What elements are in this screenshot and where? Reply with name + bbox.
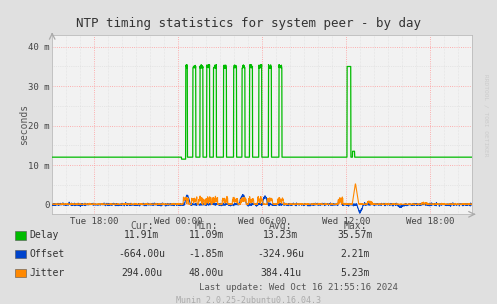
Text: Munin 2.0.25-2ubuntu0.16.04.3: Munin 2.0.25-2ubuntu0.16.04.3 xyxy=(176,296,321,304)
Text: 11.91m: 11.91m xyxy=(124,230,159,240)
Text: Avg:: Avg: xyxy=(269,222,293,231)
Text: Cur:: Cur: xyxy=(130,222,154,231)
Text: -664.00u: -664.00u xyxy=(118,249,165,259)
Text: 11.09m: 11.09m xyxy=(189,230,224,240)
Text: Delay: Delay xyxy=(30,230,59,240)
Text: RRDTOOL / TOBI OETIKER: RRDTOOL / TOBI OETIKER xyxy=(484,74,489,157)
Text: 48.00u: 48.00u xyxy=(189,268,224,278)
Text: Last update: Wed Oct 16 21:55:16 2024: Last update: Wed Oct 16 21:55:16 2024 xyxy=(199,283,398,292)
Text: -1.85m: -1.85m xyxy=(189,249,224,259)
Text: 294.00u: 294.00u xyxy=(121,268,162,278)
Text: Min:: Min: xyxy=(194,222,218,231)
Text: Offset: Offset xyxy=(30,249,65,259)
Text: Jitter: Jitter xyxy=(30,268,65,278)
Text: NTP timing statistics for system peer - by day: NTP timing statistics for system peer - … xyxy=(76,17,421,30)
Text: 5.23m: 5.23m xyxy=(340,268,370,278)
Text: 13.23m: 13.23m xyxy=(263,230,298,240)
Text: 35.57m: 35.57m xyxy=(338,230,373,240)
Y-axis label: seconds: seconds xyxy=(19,104,29,145)
Text: 2.21m: 2.21m xyxy=(340,249,370,259)
Text: 384.41u: 384.41u xyxy=(260,268,301,278)
Text: -324.96u: -324.96u xyxy=(257,249,304,259)
Text: Max:: Max: xyxy=(343,222,367,231)
